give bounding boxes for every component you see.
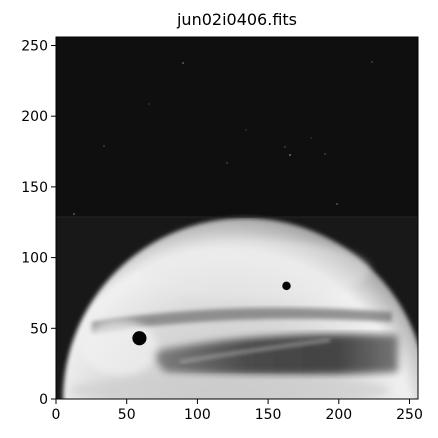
moon-shadows [132, 281, 291, 346]
moon-shadow-spot [132, 331, 147, 346]
plot-title: jun02i0406.fits [176, 10, 298, 29]
x-tick-label: 150 [255, 407, 282, 423]
axes-frame [55, 36, 419, 400]
moon-shadow-spot [282, 281, 291, 291]
x-tick-label: 100 [184, 407, 211, 423]
y-tick-label: 0 [39, 392, 48, 408]
planet-disk [63, 218, 418, 399]
y-tick-label: 200 [21, 109, 48, 125]
y-tick-label: 50 [30, 321, 48, 337]
y-axis-ticks: 0 50 100 150 200 250 [21, 38, 56, 408]
x-axis-ticks: 0 50 100 150 200 250 [52, 399, 423, 423]
background-stars [73, 61, 373, 215]
x-tick-label: 50 [118, 407, 136, 423]
x-tick-label: 250 [396, 407, 423, 423]
y-tick-label: 150 [21, 180, 48, 196]
image-content [56, 37, 418, 399]
x-tick-label: 200 [325, 407, 352, 423]
sky-upper-region [56, 37, 418, 217]
x-tick-label: 0 [52, 407, 61, 423]
y-tick-label: 250 [21, 38, 48, 54]
y-tick-label: 100 [21, 251, 48, 267]
